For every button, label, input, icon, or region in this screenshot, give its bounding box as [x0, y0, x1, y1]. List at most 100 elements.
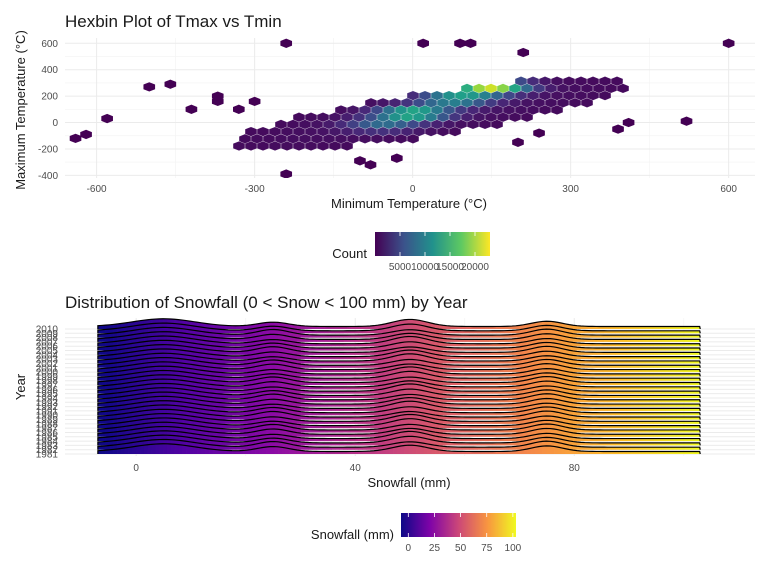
chart2-ridge-fill-strip	[519, 354, 524, 360]
chart2-ridge-fill-strip	[362, 408, 367, 411]
chart2-ridge-fill-strip	[385, 448, 390, 454]
chart2-ridge-fill-strip	[435, 375, 440, 381]
chart2-ridge-fill-strip	[504, 442, 509, 446]
chart2-ridge-fill-strip	[603, 326, 608, 329]
chart2-ridge-fill-strip	[431, 362, 436, 368]
chart2-ridge-fill-strip	[500, 399, 505, 403]
chart2-ridge-fill-strip	[97, 390, 102, 394]
chart1-hexbin-cell	[245, 141, 257, 151]
chart2-ridge-fill-strip	[692, 369, 697, 373]
chart1-hexbin-cell	[395, 105, 407, 115]
chart2-ridge-fill-strip	[646, 429, 651, 433]
chart2-ridge-fill-strip	[435, 415, 440, 420]
chart2-ridge-fill-strip	[611, 330, 616, 334]
chart2-ridge-fill-strip	[504, 408, 509, 411]
chart2-ridge-fill-strip	[335, 391, 340, 394]
chart2-ridge-fill-strip	[669, 429, 674, 433]
chart2-ridge-fill-strip	[492, 369, 497, 373]
chart2-ridge-fill-strip	[626, 326, 631, 329]
chart2-ridge-fill-strip	[373, 364, 378, 368]
chart2-ridge-fill-strip	[626, 386, 631, 390]
chart2-ridge-fill-strip	[182, 445, 187, 454]
chart1-hexbin-cell	[395, 133, 407, 144]
chart2-ridge-fill-strip	[485, 399, 490, 403]
chart2-ridge-fill-strip	[109, 414, 114, 420]
chart2-ridge-fill-strip	[408, 445, 413, 454]
chart2-ridge-fill-strip	[500, 326, 505, 329]
chart2-ridge-fill-strip	[247, 402, 252, 407]
chart2-ridge-fill-strip	[335, 369, 340, 373]
chart1-hexbin-cell	[401, 112, 413, 123]
chart2-ridge-fill-strip	[113, 388, 118, 394]
chart2-ridge-fill-strip	[569, 449, 574, 454]
chart2-ridge-fill-strip	[243, 445, 248, 450]
chart2-ridge-fill-strip	[170, 443, 175, 454]
chart2-ridge-fill-strip	[661, 339, 666, 342]
chart2-ridge-fill-strip	[239, 355, 244, 360]
chart2-ridge-fill-strip	[105, 411, 110, 416]
chart2-ridge-fill-strip	[504, 451, 509, 454]
chart2-ridge-fill-strip	[611, 339, 616, 342]
chart1-hexbin-outlier	[512, 137, 524, 147]
chart2-ridge-fill-strip	[523, 397, 528, 403]
chart2-ridge-fill-strip	[435, 388, 440, 394]
chart2-ridge-fill-strip	[343, 404, 348, 407]
chart2-ridge-fill-strip	[665, 356, 670, 360]
chart2-ridge-fill-strip	[462, 451, 467, 454]
chart2-ridge-fill-strip	[370, 437, 375, 442]
chart2-ridge-fill-strip	[592, 369, 597, 373]
chart2-ridge-fill-strip	[642, 386, 647, 390]
chart2-ridge-fill-strip	[607, 343, 612, 347]
chart1-hexbin-cell	[311, 133, 323, 144]
chart2-ridge-fill-strip	[619, 412, 624, 416]
chart2-ridge-fill-strip	[216, 449, 221, 454]
chart2-ridge-fill-strip	[665, 330, 670, 334]
chart2-ridge-fill-strip	[473, 352, 478, 355]
chart2-ridge-fill-strip	[458, 339, 463, 342]
chart2-ridge-fill-strip	[350, 442, 355, 446]
chart2-ridge-fill-strip	[216, 337, 221, 342]
chart2-ridge-fill-strip	[101, 368, 106, 373]
chart2-ridge-fill-strip	[638, 365, 643, 368]
chart2-ridge-fill-strip	[339, 356, 344, 360]
chart2-ridge-fill-strip	[488, 356, 493, 360]
chart2-ridge-fill-strip	[607, 404, 612, 407]
chart2-ridge-fill-strip	[454, 429, 459, 433]
chart2-ridge-fill-strip	[228, 351, 233, 355]
chart2-ridge-fill-strip	[331, 356, 336, 360]
chart2-ridge-fill-strip	[473, 343, 478, 347]
chart1-hexbin-cell	[479, 90, 491, 101]
chart2-ridge-fill-strip	[669, 365, 674, 368]
chart2-ridge-fill-strip	[339, 339, 344, 342]
chart2-ridge-fill-strip	[362, 369, 367, 373]
chart2-ridge-fill-strip	[339, 382, 344, 386]
chart2-ridge-fill-strip	[458, 412, 463, 416]
chart2-ridge-fill-strip	[646, 330, 651, 334]
chart2-ridge-fill-strip	[439, 449, 444, 454]
chart1-hexbin-cell	[539, 90, 551, 101]
chart2-ridge-fill-strip	[500, 386, 505, 390]
chart2-ridge-fill-strip	[320, 434, 325, 437]
chart2-ridge-fill-strip	[561, 447, 566, 454]
chart2-ridge-fill-strip	[469, 404, 474, 407]
chart2-ridge-fill-strip	[113, 380, 118, 386]
chart2-ridge-fill-strip	[477, 434, 482, 437]
chart2-ridge-fill-strip	[243, 419, 248, 424]
chart2-ridge-fill-strip	[101, 329, 106, 334]
chart2-ridge-fill-strip	[343, 447, 348, 450]
chart2-ridge-fill-strip	[462, 347, 467, 351]
chart2-ridge-fill-strip	[439, 415, 444, 420]
chart2-ridge-fill-strip	[373, 329, 378, 334]
chart2-ridge-fill-strip	[373, 420, 378, 424]
chart2-ridge-fill-strip	[228, 433, 233, 437]
chart2-ridge-fill-strip	[366, 429, 371, 433]
chart2-ridge-fill-strip	[377, 415, 382, 420]
chart2-ridge-fill-strip	[657, 386, 662, 390]
chart2-ridge-fill-strip	[588, 339, 593, 342]
chart2-ridge-fill-strip	[465, 365, 470, 368]
chart2-ridge-fill-strip	[335, 373, 340, 377]
chart2-ridge-fill-strip	[672, 417, 677, 420]
chart2-ridge-fill-strip	[324, 416, 329, 420]
chart2-ridge-fill-strip	[684, 395, 689, 398]
chart2-ridge-fill-strip	[676, 352, 681, 355]
